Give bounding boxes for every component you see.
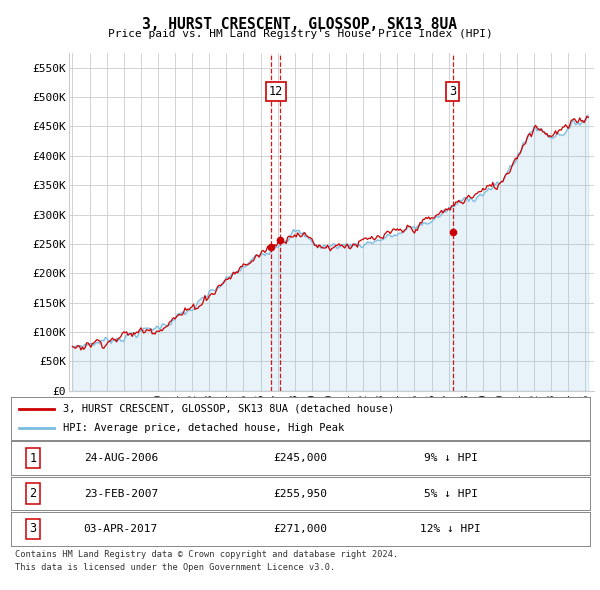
Text: Price paid vs. HM Land Registry's House Price Index (HPI): Price paid vs. HM Land Registry's House … (107, 29, 493, 39)
Text: 2: 2 (29, 487, 37, 500)
Text: 12: 12 (268, 85, 283, 98)
Text: 3: 3 (29, 522, 37, 536)
Text: 3: 3 (449, 85, 457, 98)
Text: 23-FEB-2007: 23-FEB-2007 (83, 489, 158, 499)
Text: £255,950: £255,950 (274, 489, 328, 499)
Text: £271,000: £271,000 (274, 524, 328, 534)
Text: 3, HURST CRESCENT, GLOSSOP, SK13 8UA: 3, HURST CRESCENT, GLOSSOP, SK13 8UA (143, 17, 458, 31)
Text: £245,000: £245,000 (274, 453, 328, 463)
Text: HPI: Average price, detached house, High Peak: HPI: Average price, detached house, High… (63, 423, 344, 433)
Text: This data is licensed under the Open Government Licence v3.0.: This data is licensed under the Open Gov… (15, 563, 335, 572)
Text: 3, HURST CRESCENT, GLOSSOP, SK13 8UA (detached house): 3, HURST CRESCENT, GLOSSOP, SK13 8UA (de… (63, 404, 394, 414)
Text: 03-APR-2017: 03-APR-2017 (83, 524, 158, 534)
Text: 12% ↓ HPI: 12% ↓ HPI (421, 524, 481, 534)
Text: 1: 1 (29, 451, 37, 465)
Text: 24-AUG-2006: 24-AUG-2006 (83, 453, 158, 463)
Text: 5% ↓ HPI: 5% ↓ HPI (424, 489, 478, 499)
Text: Contains HM Land Registry data © Crown copyright and database right 2024.: Contains HM Land Registry data © Crown c… (15, 550, 398, 559)
Text: 9% ↓ HPI: 9% ↓ HPI (424, 453, 478, 463)
